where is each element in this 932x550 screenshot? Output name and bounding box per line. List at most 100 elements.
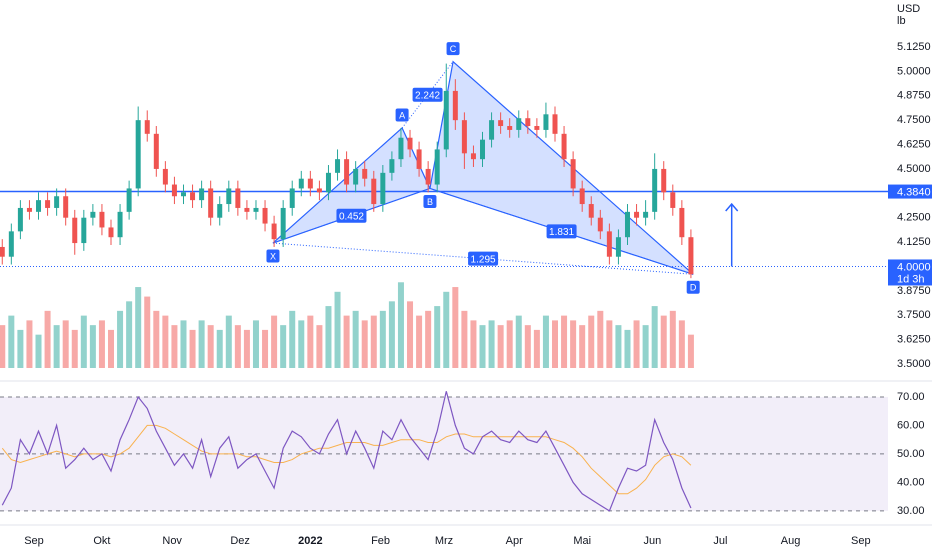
pattern-point-box [423, 194, 437, 208]
arrow-head [725, 202, 739, 212]
volume-bar [144, 296, 151, 368]
candle-body [90, 211, 96, 218]
candle-body [289, 188, 295, 208]
volume-bar [89, 325, 96, 368]
y-tick-label: 3.8750 [897, 285, 931, 297]
y-tick-label: 3.5000 [897, 358, 931, 370]
volume-bar [252, 320, 259, 368]
volume-bar [687, 334, 694, 368]
candle-body [8, 231, 14, 257]
candle-body [135, 120, 141, 189]
pattern-point-label: X [270, 251, 276, 261]
volume-bar [425, 310, 432, 368]
candle-body [643, 211, 649, 218]
pattern-ratio-line [272, 187, 431, 244]
ratio-label: 1.295 [471, 254, 496, 265]
candle-body [144, 120, 150, 134]
volume-bar [117, 310, 124, 368]
candle-body [461, 120, 467, 154]
volume-bar [180, 320, 187, 368]
candle-body [54, 196, 60, 208]
volume-bar [352, 310, 359, 368]
volume-bar [506, 320, 513, 368]
volume-bar [126, 301, 133, 368]
candle-body [615, 237, 621, 257]
candle-body [344, 159, 350, 185]
x-tick-label: Sep [24, 535, 44, 547]
volume-bar [98, 320, 105, 368]
volume-bar [162, 315, 169, 368]
volume-bar [651, 306, 658, 368]
candle-body [634, 211, 640, 218]
y-tick-label: 4.5000 [897, 163, 931, 175]
candle-body [262, 207, 268, 224]
volume-bar [135, 287, 142, 368]
ratio-label-box [546, 224, 577, 239]
volume-bar [71, 329, 78, 368]
volume-bar [624, 329, 631, 368]
volume-bar [678, 320, 685, 368]
volume-bar [80, 315, 87, 368]
y-tick-label: 60.00 [897, 419, 925, 431]
volume-bar [388, 301, 395, 368]
volume-bar [171, 325, 178, 368]
volume-bar [470, 320, 477, 368]
candle-body [670, 192, 676, 208]
y-subunit: lb [897, 15, 906, 27]
y-tick-label: 5.0000 [897, 65, 931, 77]
candle-body [498, 120, 504, 127]
candle-body [17, 207, 23, 232]
rsi-line [1, 391, 692, 512]
pattern-point-box [446, 42, 460, 56]
volume-bar [397, 282, 404, 368]
x-tick-label: Dez [230, 535, 250, 547]
pattern-ratio-line [401, 61, 454, 129]
hline-tag-label: 4.3840 [897, 186, 931, 198]
last-price-label: 4.0000 [897, 261, 931, 273]
volume-bar [17, 329, 24, 368]
volume-bar [153, 310, 160, 368]
candle-body [108, 227, 114, 238]
candle-body [516, 118, 522, 130]
volume-bar [108, 329, 114, 368]
candle-body [588, 204, 594, 218]
x-tick-label: Apr [506, 535, 523, 547]
candle-body [153, 133, 159, 169]
candle-body [117, 211, 123, 238]
volume-bar [488, 320, 495, 368]
candle-body [316, 188, 322, 193]
ratio-label-box [336, 208, 367, 223]
candle-body [45, 200, 51, 208]
volume-bar [334, 291, 341, 368]
countdown-label: 1d 3h [897, 273, 925, 285]
candle-body [543, 114, 549, 130]
volume-bar [633, 320, 640, 368]
candle-body [489, 120, 495, 140]
last-price-tag [888, 259, 932, 286]
volume-bar [597, 310, 604, 368]
candle-body [190, 192, 196, 201]
volume-bar [189, 329, 196, 368]
volume-bar [62, 320, 69, 368]
candle-body [307, 178, 313, 189]
volume-bar [416, 315, 423, 368]
candle-body [679, 207, 685, 238]
volume-bar [325, 306, 332, 368]
x-tick-label: Aug [781, 535, 801, 547]
volume-bar [479, 325, 486, 368]
pattern-point-box [686, 280, 700, 294]
pattern-point-box [266, 249, 280, 263]
volume-bar [234, 325, 241, 368]
candle-body [525, 118, 531, 127]
candle-body [217, 204, 223, 218]
y-tick-label: 70.00 [897, 391, 925, 403]
volume-bar [207, 325, 214, 368]
y-tick-label: 4.6250 [897, 138, 931, 150]
volume-bar [606, 320, 613, 368]
candle-body [597, 217, 603, 232]
candle-body [443, 90, 449, 150]
candle-body [298, 178, 304, 189]
candle-body [180, 192, 186, 197]
